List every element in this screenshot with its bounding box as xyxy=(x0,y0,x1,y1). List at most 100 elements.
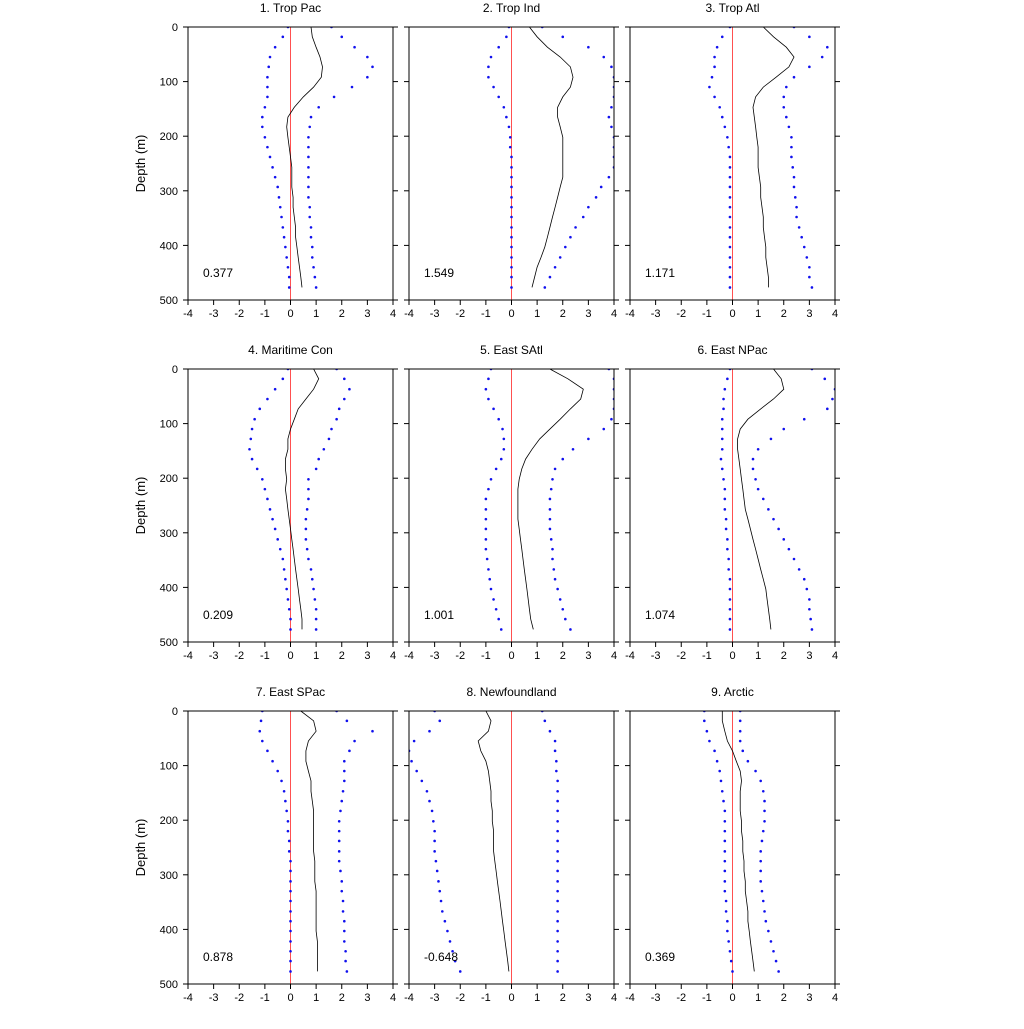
upper-bound-dot xyxy=(808,607,811,611)
lower-bound-dot xyxy=(271,517,274,521)
lower-bound-dot xyxy=(728,587,732,591)
upper-bound-dot xyxy=(599,185,603,189)
x-tick-label: 1 xyxy=(313,650,319,662)
upper-bound-dot xyxy=(561,35,565,39)
upper-bound-dot xyxy=(759,779,762,783)
x-tick-label: 1 xyxy=(755,308,761,320)
upper-bound-dot xyxy=(805,256,809,259)
lower-bound-dot xyxy=(723,387,727,391)
upper-bound-dot xyxy=(308,215,312,219)
lower-bound-dot xyxy=(728,949,732,953)
upper-bound-dot xyxy=(312,265,315,269)
upper-bound-dot xyxy=(569,628,572,631)
x-tick-label: 0 xyxy=(729,308,735,320)
panel-title: 4. Maritime Con xyxy=(248,343,333,357)
upper-bound-dot xyxy=(314,617,318,621)
upper-bound-dot xyxy=(344,959,347,963)
lower-bound-dot xyxy=(287,607,291,611)
lower-bound-dot xyxy=(510,215,513,219)
lower-bound-dot xyxy=(499,457,503,461)
x-tick-label: 0 xyxy=(508,650,514,662)
upper-bound-dot xyxy=(756,447,760,451)
lower-bound-dot xyxy=(510,235,513,239)
lower-bound-dot xyxy=(510,265,513,269)
lower-bound-dot xyxy=(434,859,438,863)
upper-bound-dot xyxy=(763,799,766,803)
lower-bound-dot xyxy=(439,899,443,903)
lower-bound-dot xyxy=(728,235,732,239)
lower-bound-dot xyxy=(510,245,513,249)
x-tick-label: -1 xyxy=(702,650,712,662)
lower-bound-dot xyxy=(510,166,513,169)
x-tick-label: -4 xyxy=(404,650,414,662)
lower-bound-dot xyxy=(510,226,513,229)
upper-bound-dot xyxy=(308,205,312,209)
lower-bound-dot xyxy=(719,457,723,461)
panel-data xyxy=(261,27,374,300)
upper-bound-dot xyxy=(587,45,590,49)
upper-bound-dot xyxy=(340,889,344,893)
upper-bound-dot xyxy=(782,538,786,541)
x-tick-label: -1 xyxy=(481,308,491,320)
upper-bound-dot xyxy=(777,527,780,531)
upper-bound-dot xyxy=(785,115,788,119)
upper-bound-dot xyxy=(805,587,809,591)
upper-bound-dot xyxy=(760,839,764,843)
upper-bound-dot xyxy=(556,829,559,833)
lower-bound-dot xyxy=(728,577,732,581)
upper-bound-dot xyxy=(337,850,341,853)
lower-bound-dot xyxy=(446,929,449,933)
upper-bound-dot xyxy=(761,497,765,501)
upper-bound-dot xyxy=(312,587,315,591)
x-tick-label: 4 xyxy=(611,308,617,320)
upper-bound-dot xyxy=(738,719,742,723)
lower-bound-dot xyxy=(282,568,286,571)
mean-profile-line xyxy=(721,711,755,972)
lower-bound-dot xyxy=(433,839,436,843)
upper-bound-dot xyxy=(309,115,313,119)
lower-bound-dot xyxy=(273,45,277,49)
lower-bound-dot xyxy=(284,245,287,249)
lower-bound-dot xyxy=(722,799,725,803)
upper-bound-dot xyxy=(340,799,344,803)
y-axis-label: Depth (m) xyxy=(133,135,148,193)
x-tick-label: -3 xyxy=(209,992,219,1004)
lower-bound-dot xyxy=(425,789,429,793)
lower-bound-dot xyxy=(728,196,732,199)
upper-bound-dot xyxy=(782,427,786,431)
upper-bound-dot xyxy=(552,568,556,571)
panel-6: -4 -3 -2 -1 0 1 2 3 4 6. East NPac 1.074 xyxy=(625,343,840,662)
upper-bound-dot xyxy=(561,607,565,611)
upper-bound-dot xyxy=(751,457,755,461)
x-tick-label: 3 xyxy=(806,992,812,1004)
upper-bound-dot xyxy=(551,557,554,561)
x-tick-label: 4 xyxy=(832,308,838,320)
x-tick-label: 3 xyxy=(585,308,591,320)
upper-bound-dot xyxy=(792,557,796,561)
panel-value-label: 0.369 xyxy=(645,950,675,964)
lower-bound-dot xyxy=(487,568,490,571)
x-tick-label: 1 xyxy=(755,650,761,662)
lower-bound-dot xyxy=(261,477,264,481)
lower-bound-dot xyxy=(720,789,724,793)
lower-bound-dot xyxy=(718,769,721,773)
lower-bound-dot xyxy=(724,910,728,913)
upper-bound-dot xyxy=(741,749,745,753)
lower-bound-dot xyxy=(266,85,269,89)
lower-bound-dot xyxy=(494,607,498,611)
upper-bound-dot xyxy=(309,226,313,229)
upper-bound-dot xyxy=(556,809,559,813)
lower-bound-dot xyxy=(720,427,724,431)
lower-bound-dot xyxy=(720,467,724,471)
lower-bound-dot xyxy=(266,95,269,99)
lower-bound-dot xyxy=(289,929,292,933)
panel-title: 9. Arctic xyxy=(711,685,754,699)
lower-bound-dot xyxy=(723,809,727,813)
upper-bound-dot xyxy=(602,427,606,431)
lower-bound-dot xyxy=(266,145,269,149)
upper-bound-dot xyxy=(767,929,770,933)
x-tick-label: -3 xyxy=(209,650,219,662)
upper-bound-dot xyxy=(756,487,760,491)
upper-bound-dot xyxy=(343,759,346,763)
lower-bound-dot xyxy=(276,538,279,541)
